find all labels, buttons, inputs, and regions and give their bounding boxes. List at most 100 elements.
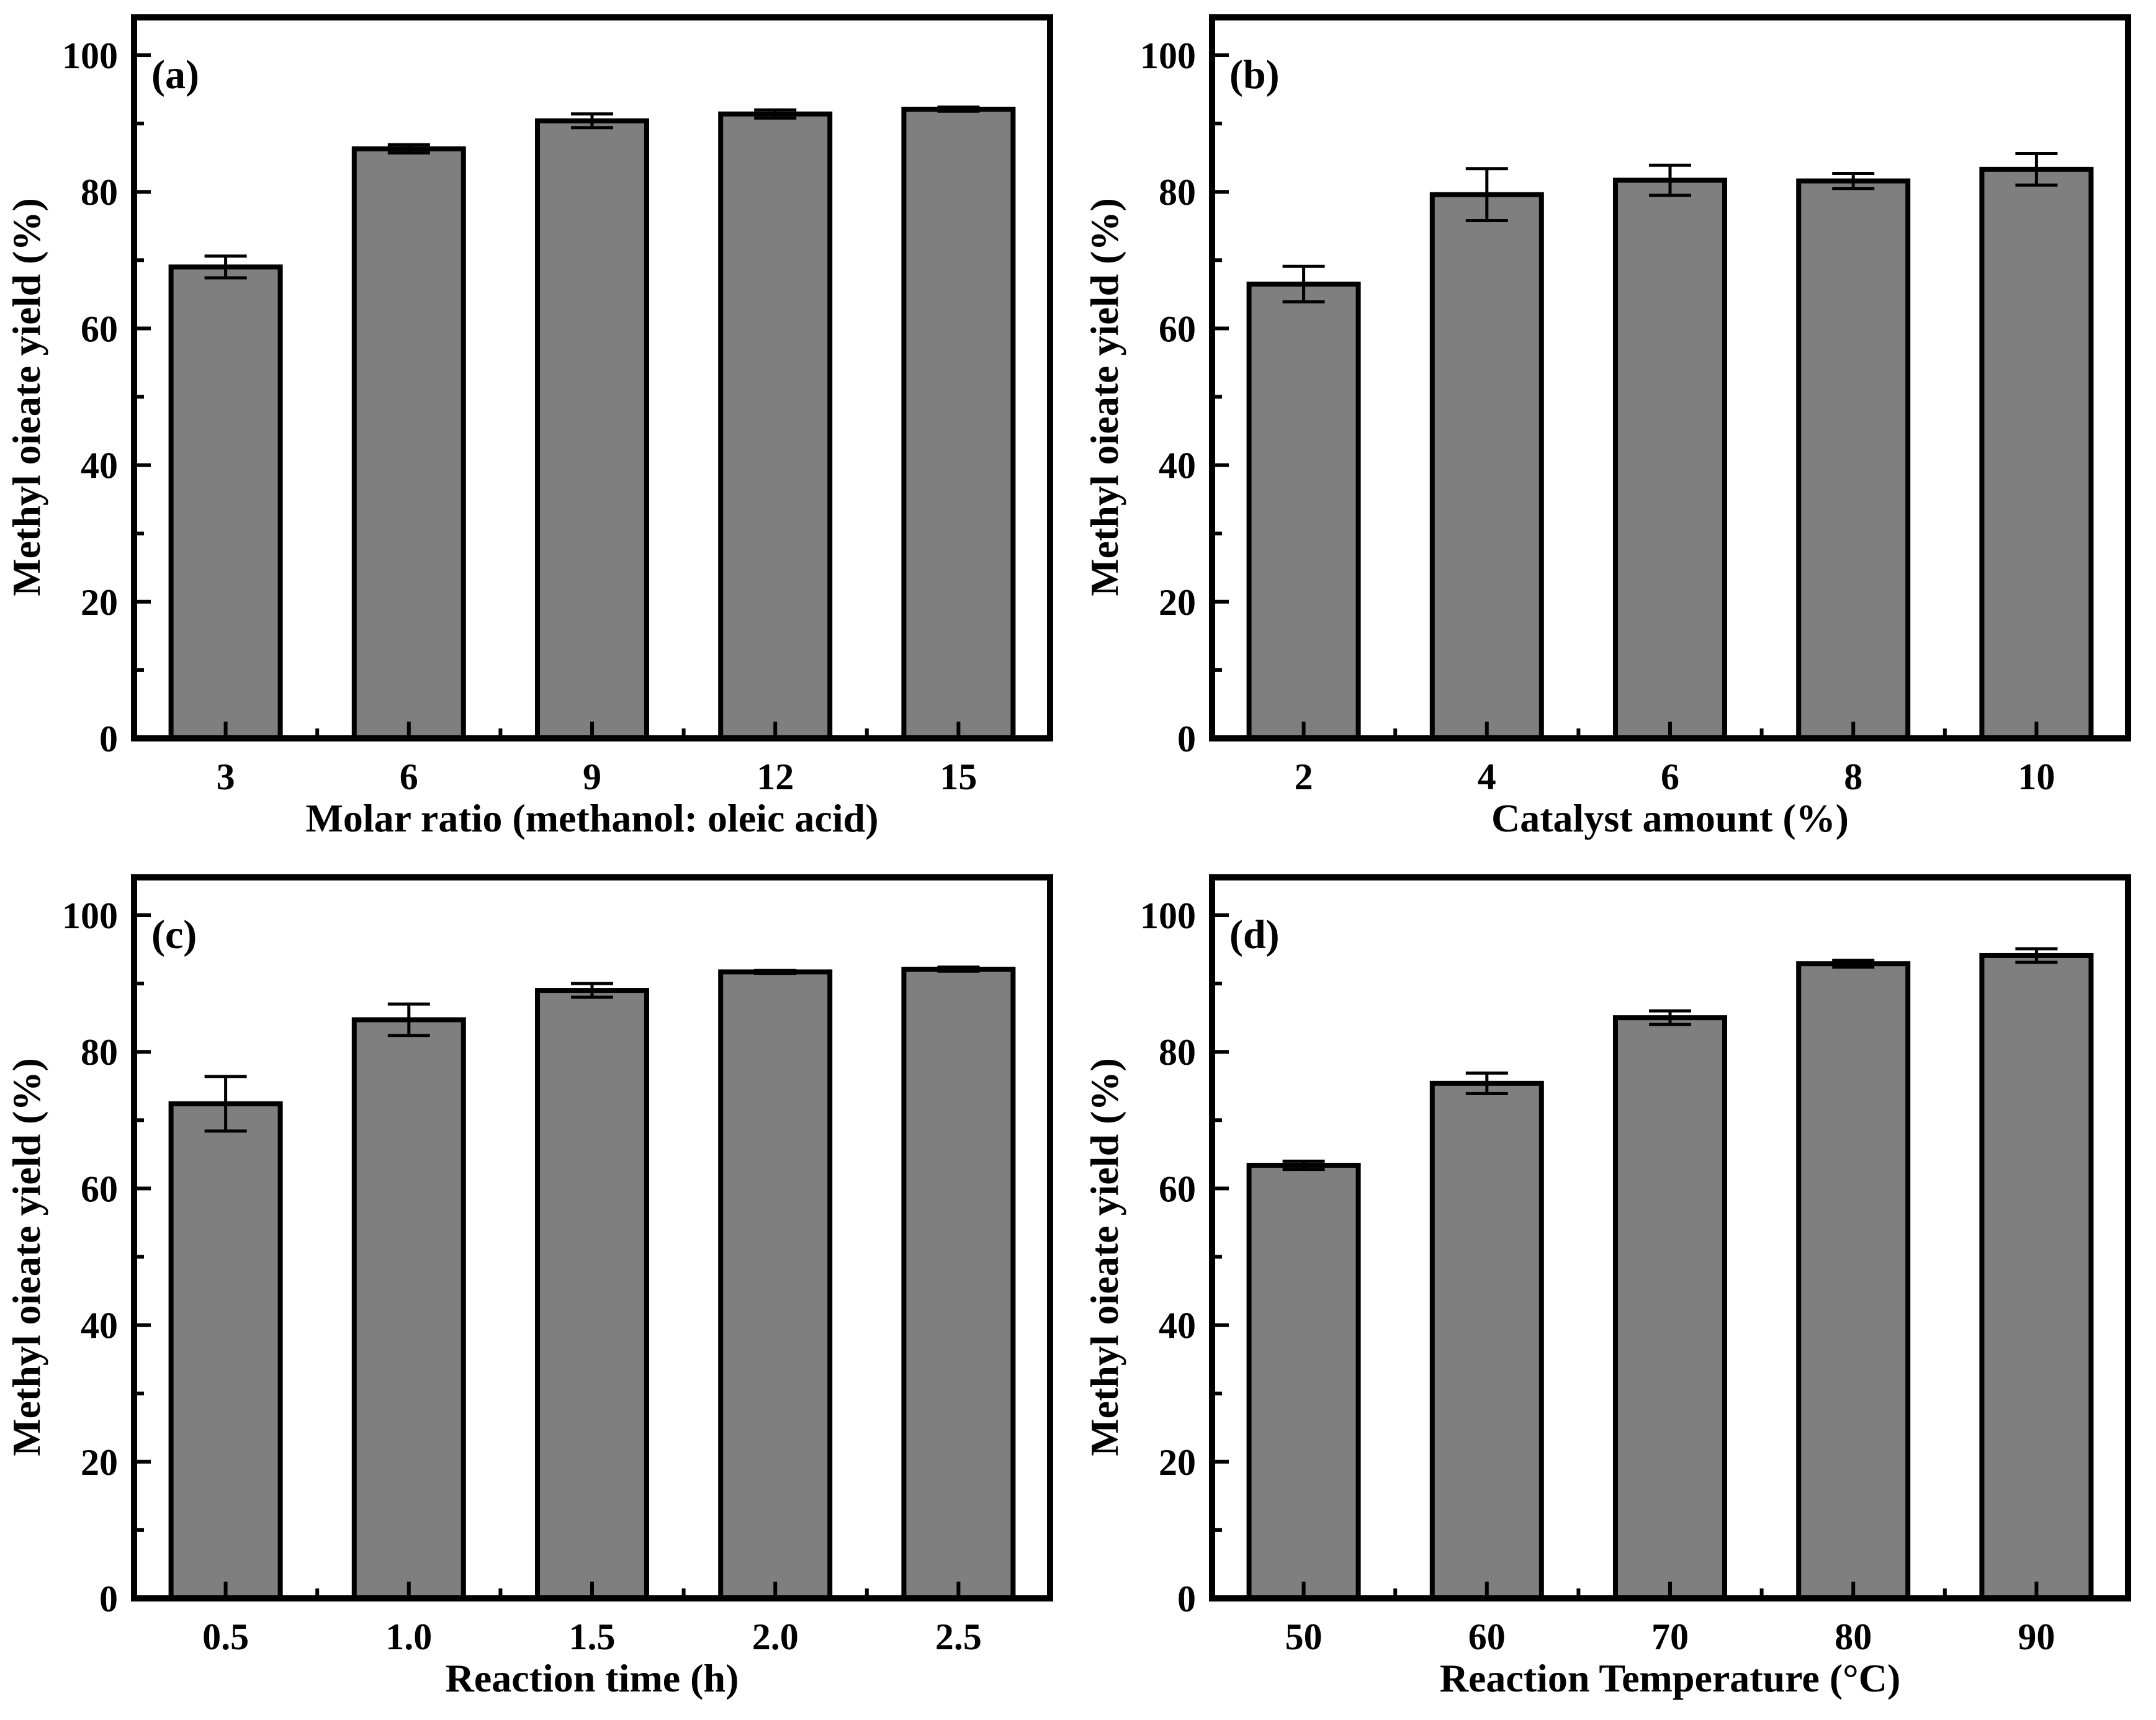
bar: [1429, 192, 1544, 741]
bar: [1246, 1162, 1361, 1601]
x-tick-label: 6: [1661, 756, 1679, 797]
y-tick-label: 60: [1159, 1168, 1196, 1209]
y-tick-label: 0: [1177, 1579, 1196, 1619]
y-tick-label: 0: [99, 719, 118, 759]
bar-group: [1796, 171, 1911, 741]
y-tick-label: 40: [1159, 1306, 1196, 1346]
y-axis-title: Methyl oieate yield (%): [1082, 1058, 1126, 1456]
x-tick-label: 2.0: [752, 1616, 799, 1657]
x-tick-label: 2.5: [935, 1616, 982, 1657]
y-axis-title: Methyl oieate yield (%): [1082, 198, 1126, 596]
bar: [1796, 178, 1911, 741]
panel-letter: (d): [1229, 912, 1280, 957]
bar-group: [718, 969, 833, 1601]
bar: [1979, 952, 2094, 1601]
panel-a: 0 20 40 60 80 100 3 6 9 12 15 (a) Molar ratio (met…: [0, 0, 1078, 860]
bar-group: [1246, 264, 1361, 741]
y-tick-label: 100: [62, 895, 118, 936]
y-tick-label: 20: [1159, 1442, 1196, 1483]
x-tick-label: 8: [1844, 756, 1862, 797]
panel-letter: (c): [151, 912, 197, 957]
y-tick-label: 0: [99, 1579, 118, 1619]
bar: [535, 118, 649, 741]
bar-group: [901, 105, 1016, 741]
panel-c: 0 20 40 60 80 100 0.5 1.0 1.5 2.0 2.5 (c) Reaction…: [0, 860, 1078, 1720]
bar: [168, 264, 283, 741]
y-tick-label: 80: [1159, 172, 1196, 213]
panel-letter: (a): [151, 52, 199, 97]
y-tick-label: 80: [81, 172, 118, 213]
bar-group: [168, 254, 283, 741]
bar-group: [1429, 1071, 1544, 1601]
bar-group: [1613, 163, 1727, 741]
x-tick-label: 50: [1285, 1616, 1323, 1657]
bar-group: [535, 982, 649, 1601]
bar-group: [351, 1002, 466, 1601]
x-axis-title: Catalyst amount (%): [1491, 796, 1849, 840]
x-tick-label: 70: [1651, 1616, 1689, 1657]
y-tick-label: 20: [81, 1442, 118, 1483]
y-tick-label: 20: [1159, 582, 1196, 623]
bar: [168, 1101, 283, 1601]
x-axis-title: Reaction Temperature (°C): [1440, 1656, 1901, 1700]
x-axis-title: Molar ratio (methanol: oleic acid): [305, 796, 878, 840]
bar-group: [1429, 167, 1544, 741]
y-tick-label: 100: [1140, 35, 1196, 76]
y-tick-label: 100: [1140, 895, 1196, 936]
plot-box: [131, 14, 1053, 741]
plot-box: [1209, 874, 2131, 1601]
bar: [1979, 166, 2094, 741]
y-tick-label: 60: [81, 1168, 118, 1209]
panel-c-chart: 0 20 40 60 80 100 0.5 1.0 1.5 2.0 2.5 (c) Reaction…: [4, 874, 1053, 1700]
panel-b-chart: 0 20 40 60 80 100 2 4 6 8 10 (b) Catalyst amount (…: [1082, 14, 2131, 840]
y-tick-label: 80: [81, 1032, 118, 1073]
x-tick-label: 10: [2018, 756, 2055, 797]
panel-c-plot: 0 20 40 60 80 100 0.5 1.0 1.5 2.0 2.5: [62, 874, 1053, 1657]
bar: [1246, 281, 1361, 741]
panel-d: 0 20 40 60 80 100 50 60 70 80 90 (d) Reaction Temp…: [1078, 860, 2156, 1720]
x-tick-label: 1.0: [385, 1616, 432, 1657]
y-axis-title: Methyl oieate yield (%): [4, 198, 48, 596]
x-axis-title: Reaction time (h): [446, 1656, 739, 1700]
x-tick-label: 15: [940, 756, 977, 797]
x-tick-label: 6: [400, 756, 418, 797]
y-tick-label: 60: [81, 308, 118, 349]
bar: [901, 966, 1016, 1601]
bar-group: [351, 143, 466, 741]
y-tick-label: 40: [81, 1306, 118, 1346]
bar: [1613, 177, 1727, 741]
y-tick-label: 20: [81, 582, 118, 623]
x-tick-label: 0.5: [202, 1616, 249, 1657]
panel-a-chart: 0 20 40 60 80 100 3 6 9 12 15 (a) Molar ratio (met…: [4, 14, 1053, 840]
bar-group: [1979, 152, 2094, 741]
bar: [1796, 961, 1911, 1601]
y-tick-label: 60: [1159, 308, 1196, 349]
panel-a-plot: 0 20 40 60 80 100 3 6 9 12 15: [62, 14, 1053, 797]
bar-group: [1246, 1159, 1361, 1601]
x-tick-label: 12: [757, 756, 794, 797]
bar-group: [1796, 959, 1911, 1601]
x-tick-label: 80: [1835, 1616, 1872, 1657]
panel-letter: (b): [1229, 52, 1280, 97]
x-tick-label: 3: [217, 756, 235, 797]
bar-group: [901, 965, 1016, 1601]
panel-d-chart: 0 20 40 60 80 100 50 60 70 80 90 (d) Reaction Temp…: [1082, 874, 2131, 1700]
bar-group: [1613, 1009, 1727, 1601]
x-tick-label: 2: [1295, 756, 1313, 797]
bar: [351, 146, 466, 741]
bar: [901, 106, 1016, 741]
bar: [535, 988, 649, 1601]
panel-d-plot: 0 20 40 60 80 100 50 60 70 80 90: [1140, 874, 2131, 1657]
y-tick-label: 0: [1177, 719, 1196, 759]
panel-b: 0 20 40 60 80 100 2 4 6 8 10 (b) Catalyst amount (…: [1078, 0, 2156, 860]
bar-group: [1979, 947, 2094, 1601]
y-tick-label: 40: [1159, 446, 1196, 486]
x-tick-label: 90: [2018, 1616, 2055, 1657]
bar-group: [168, 1075, 283, 1601]
y-tick-label: 100: [62, 35, 118, 76]
y-tick-label: 80: [1159, 1032, 1196, 1073]
x-tick-label: 1.5: [569, 1616, 616, 1657]
bar: [1429, 1080, 1544, 1601]
bar-group: [535, 112, 649, 741]
